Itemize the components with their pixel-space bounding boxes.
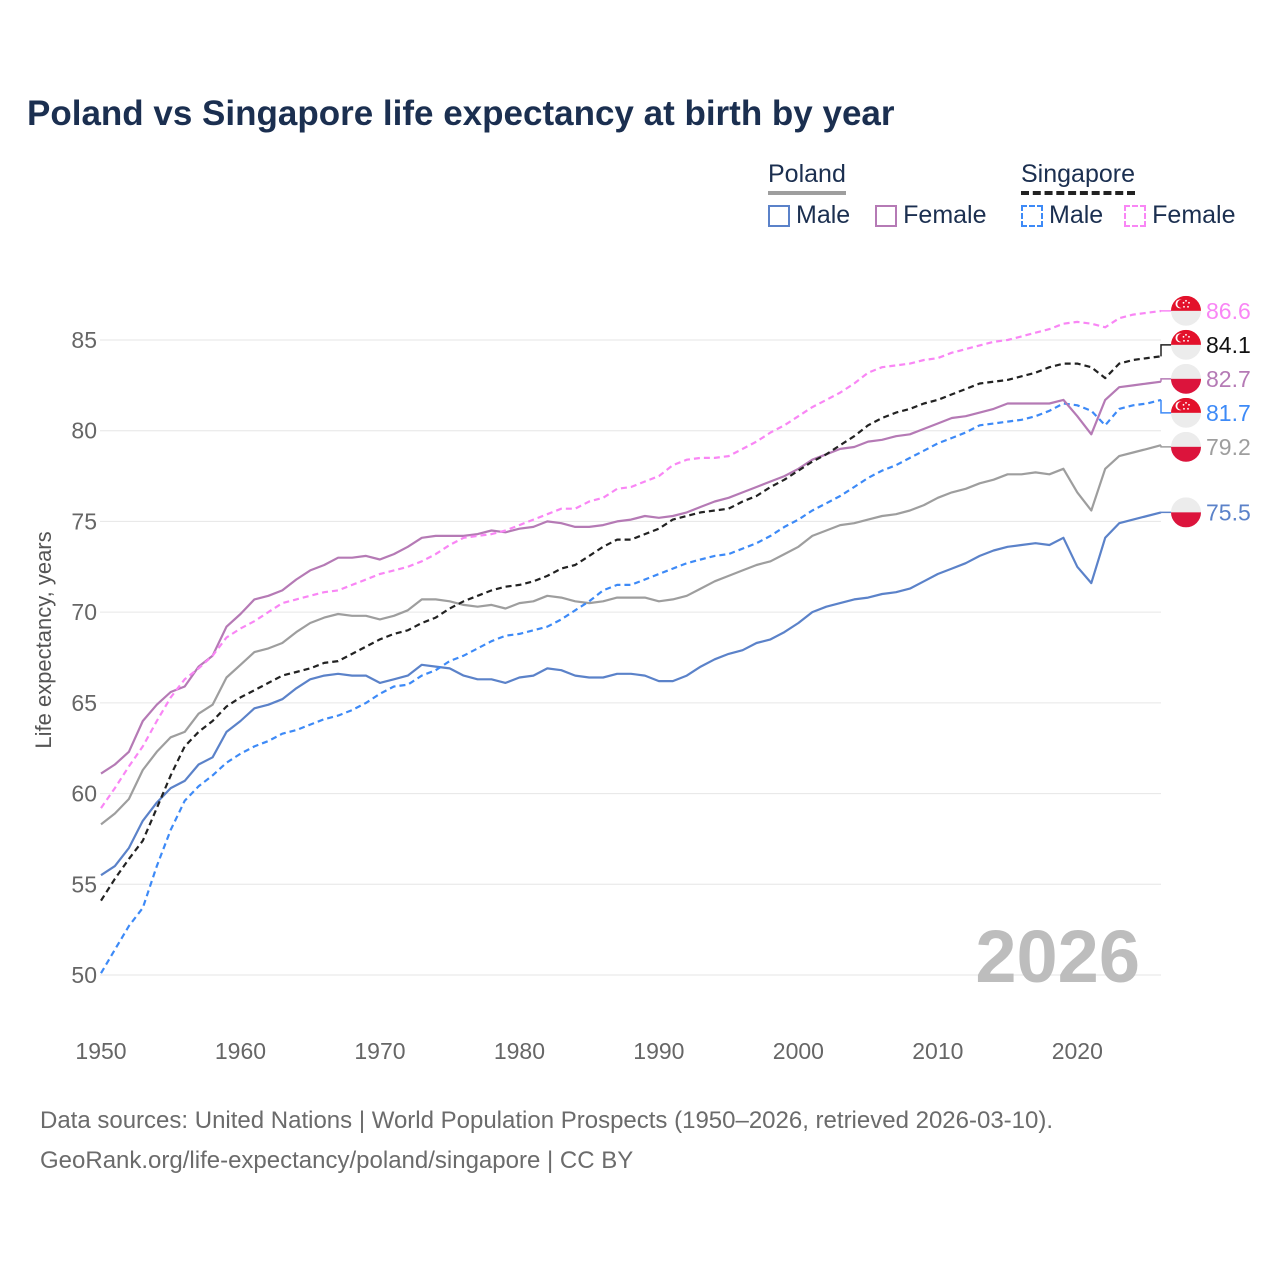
connector-line <box>1160 378 1172 382</box>
flag-star <box>1187 305 1189 308</box>
flag-star <box>1182 301 1185 304</box>
flag-star <box>1188 403 1190 406</box>
flag-star <box>1187 339 1189 342</box>
flag-crescent-cut <box>1177 401 1186 411</box>
y-tick-label: 65 <box>71 690 97 716</box>
y-tick-label: 70 <box>71 599 97 625</box>
end-label-singapore: 84.1 <box>1160 329 1251 360</box>
legend-swatch <box>875 204 898 227</box>
y-tick-label: 75 <box>71 508 97 534</box>
flag-star <box>1188 335 1190 338</box>
series-line-poland-female <box>100 380 1162 775</box>
flag-star <box>1185 401 1187 404</box>
flag-star <box>1185 333 1187 336</box>
flag-star <box>1183 305 1185 308</box>
connector-line <box>1160 445 1172 448</box>
flag-red <box>1171 295 1201 311</box>
y-tick-label: 55 <box>71 871 97 897</box>
end-value-label: 75.5 <box>1206 499 1251 525</box>
end-value-label: 84.1 <box>1206 332 1251 358</box>
flag-star <box>1185 299 1187 302</box>
end-label-poland: 79.2 <box>1160 431 1251 462</box>
singapore-flag-icon <box>1171 329 1201 360</box>
y-tick-label: 85 <box>71 327 97 353</box>
flag-star <box>1183 339 1185 342</box>
connector-line <box>1160 344 1172 357</box>
y-axis-label: Life expectancy, years <box>31 531 56 748</box>
x-tick-label: 1960 <box>215 1038 266 1064</box>
current-year-watermark: 2026 <box>975 915 1140 998</box>
legend-swatch <box>1124 204 1147 227</box>
x-tick-label: 2000 <box>773 1038 824 1064</box>
legend-label: Female <box>1152 201 1236 229</box>
singapore-flag-icon <box>1171 397 1201 428</box>
flag-red <box>1171 446 1201 462</box>
poland-flag-icon <box>1171 431 1201 462</box>
series-line-poland <box>100 444 1162 826</box>
connector-line <box>1160 399 1172 414</box>
flag-star <box>1187 407 1189 410</box>
series-line-poland-male <box>100 511 1162 877</box>
legend-singapore-male[interactable]: Male <box>1021 201 1103 230</box>
legend-swatch <box>1021 204 1043 227</box>
y-tick-label: 50 <box>71 962 97 988</box>
end-label-singapore-female: 86.6 <box>1160 295 1251 326</box>
end-value-label: 86.6 <box>1206 298 1251 324</box>
legend-group-singapore: Singapore Male Female <box>1021 160 1236 234</box>
legend-singapore-heading: Singapore <box>1021 160 1135 195</box>
series-line-singapore-female <box>100 309 1162 809</box>
x-tick-label: 2010 <box>912 1038 963 1064</box>
legend-singapore-female[interactable]: Female <box>1124 201 1236 230</box>
legend-label: Male <box>1049 201 1104 229</box>
footer-link[interactable]: GeoRank.org/life-expectancy/poland/singa… <box>40 1147 634 1174</box>
x-tick-label: 1990 <box>633 1038 684 1064</box>
x-tick-label: 2020 <box>1052 1038 1103 1064</box>
flag-crescent-cut <box>1177 299 1186 309</box>
series-line-singapore <box>100 355 1162 902</box>
legend-group-poland: Poland Male Female <box>768 160 1005 234</box>
y-tick-label: 80 <box>71 418 97 444</box>
flag-crescent-cut <box>1177 333 1186 343</box>
x-tick-label: 1970 <box>354 1038 405 1064</box>
flag-red <box>1171 378 1201 394</box>
singapore-flag-icon <box>1171 295 1201 326</box>
legend-label: Male <box>796 201 851 229</box>
y-tick-label: 60 <box>71 781 97 807</box>
poland-flag-icon <box>1171 497 1201 528</box>
end-value-label: 82.7 <box>1206 366 1251 392</box>
end-value-label: 81.7 <box>1206 400 1251 426</box>
x-tick-label: 1950 <box>75 1038 126 1064</box>
legend-poland-male[interactable]: Male <box>768 201 850 230</box>
legend-label: Female <box>903 201 987 229</box>
end-label-poland-female: 82.7 <box>1160 363 1251 394</box>
footer-sources: Data sources: United Nations | World Pop… <box>40 1107 1054 1134</box>
flag-star <box>1183 407 1185 410</box>
end-label-singapore-male: 81.7 <box>1160 397 1251 428</box>
flag-red <box>1171 397 1201 413</box>
flag-star <box>1182 403 1185 406</box>
end-value-label: 79.2 <box>1206 434 1251 460</box>
flag-star <box>1188 301 1190 304</box>
flag-red <box>1171 329 1201 345</box>
flag-red <box>1171 512 1201 528</box>
x-tick-label: 1980 <box>494 1038 545 1064</box>
legend-swatch <box>768 204 790 227</box>
flag-star <box>1182 335 1185 338</box>
legend-poland-female[interactable]: Female <box>875 201 987 230</box>
legend-poland-heading: Poland <box>768 160 846 195</box>
end-label-poland-male: 75.5 <box>1161 497 1251 528</box>
poland-flag-icon <box>1171 363 1201 394</box>
chart-title: Poland vs Singapore life expectancy at b… <box>27 94 895 133</box>
